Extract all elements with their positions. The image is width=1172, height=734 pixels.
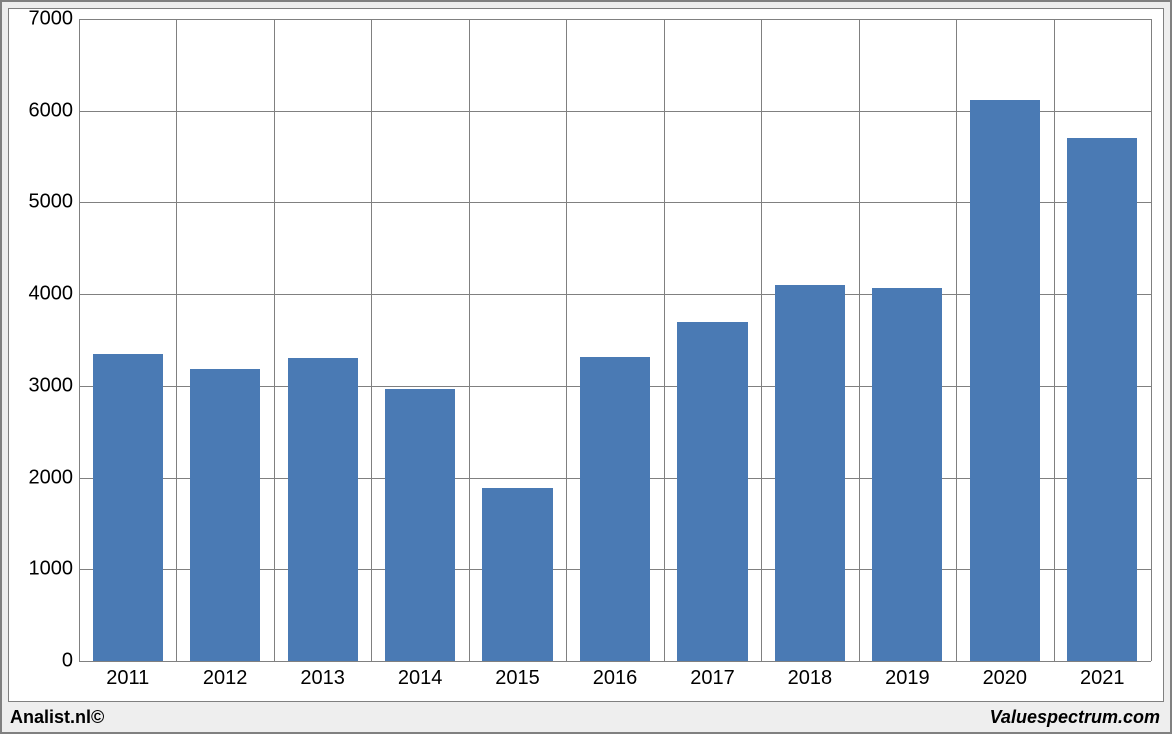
gridline-v <box>956 19 957 661</box>
bar <box>93 354 163 661</box>
y-axis-label: 6000 <box>29 99 74 122</box>
chart-frame: 0 1000 2000 3000 4000 5000 6000 7000 2011 2012 201… <box>0 0 1172 734</box>
x-axis-label: 2020 <box>983 667 1028 690</box>
gridline-v <box>1151 19 1152 661</box>
x-axis-label: 2019 <box>885 667 930 690</box>
bar <box>288 358 358 661</box>
gridline-h <box>79 661 1151 662</box>
plot-area: 0100020003000400050006000700020112012201… <box>79 19 1151 661</box>
x-axis-label: 2014 <box>398 667 443 690</box>
gridline-v <box>469 19 470 661</box>
y-axis-label: 1000 <box>29 558 74 581</box>
bar <box>190 369 260 661</box>
bar <box>872 288 942 661</box>
x-axis-label: 2018 <box>788 667 833 690</box>
bar <box>580 357 650 661</box>
credit-right: Valuespectrum.com <box>990 707 1160 728</box>
bar <box>1067 138 1137 661</box>
gridline-h <box>79 19 1151 20</box>
y-axis-label: 3000 <box>29 374 74 397</box>
x-axis-label: 2015 <box>495 667 540 690</box>
plot-background: 0 1000 2000 3000 4000 5000 6000 7000 2011 2012 201… <box>8 8 1164 702</box>
y-axis-label: 7000 <box>29 8 74 31</box>
bar <box>482 488 552 661</box>
y-axis-label: 4000 <box>29 283 74 306</box>
x-axis-label: 2017 <box>690 667 735 690</box>
credit-left: Analist.nl© <box>10 707 104 728</box>
x-axis-label: 2021 <box>1080 667 1125 690</box>
y-axis-label: 0 <box>62 650 73 673</box>
bar <box>385 389 455 661</box>
gridline-v <box>566 19 567 661</box>
gridline-v <box>761 19 762 661</box>
bar <box>677 322 747 661</box>
x-axis-label: 2013 <box>300 667 345 690</box>
gridline-v <box>274 19 275 661</box>
y-axis-label: 2000 <box>29 466 74 489</box>
bar <box>970 100 1040 661</box>
x-axis-label: 2012 <box>203 667 248 690</box>
gridline-v <box>859 19 860 661</box>
bar <box>775 285 845 661</box>
gridline-v <box>371 19 372 661</box>
x-axis-label: 2011 <box>106 667 149 690</box>
gridline-v <box>1054 19 1055 661</box>
x-axis-label: 2016 <box>593 667 638 690</box>
gridline-v <box>664 19 665 661</box>
gridline-v <box>176 19 177 661</box>
gridline-v <box>79 19 80 661</box>
y-axis-label: 5000 <box>29 191 74 214</box>
